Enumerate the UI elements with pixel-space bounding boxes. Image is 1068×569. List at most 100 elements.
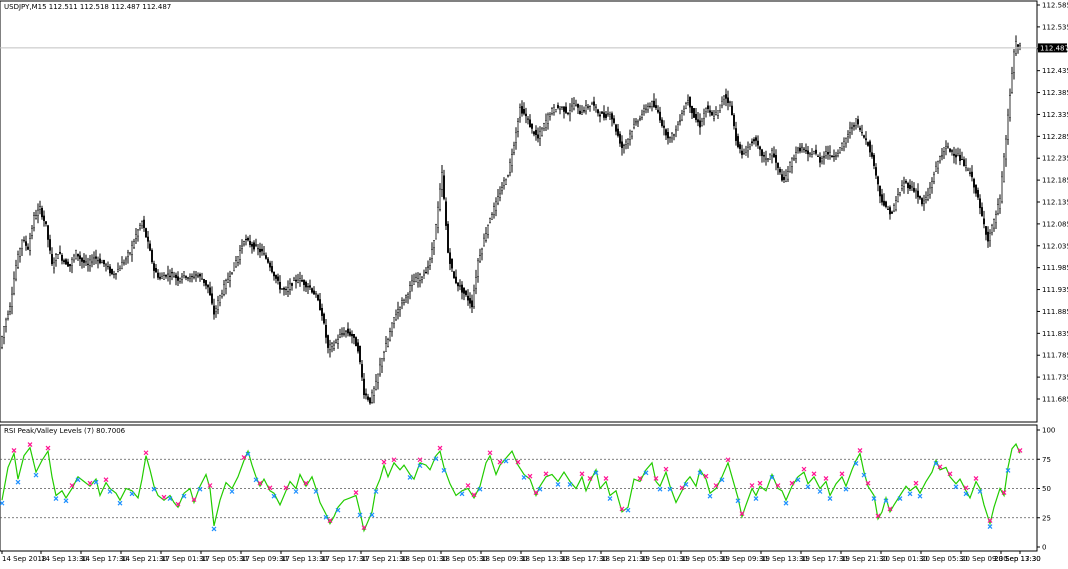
candle-body: [521, 106, 524, 114]
candle-body: [619, 133, 622, 144]
rsi-peak-marker: [191, 497, 197, 502]
candle-body: [389, 331, 392, 341]
candle-body: [341, 333, 344, 335]
rsi-peak-marker: [739, 511, 745, 517]
candle-body: [202, 278, 205, 283]
candle-body: [399, 306, 402, 310]
candle-body: [983, 218, 986, 225]
candle-body: [447, 223, 450, 253]
candle-body: [597, 109, 600, 114]
rsi-valley-marker: [555, 482, 561, 487]
candle-body: [459, 285, 462, 287]
candle-body: [355, 337, 358, 347]
indicator-info: RSI Peak/Valley Levels (7) 80.7006: [4, 427, 126, 435]
candle-body: [945, 146, 948, 149]
rsi-peak-marker: [381, 459, 387, 465]
candle-body: [96, 260, 99, 262]
candle-body: [313, 290, 316, 295]
candle-body: [64, 259, 67, 265]
candle-body: [236, 256, 239, 263]
rsi-peak-marker: [913, 480, 919, 486]
candle-body: [479, 255, 482, 262]
candle-body: [667, 132, 670, 139]
candle-body: [601, 111, 604, 114]
candle-body: [238, 250, 241, 260]
candle-body: [275, 274, 278, 279]
candle-body: [723, 95, 726, 100]
candle-body: [277, 276, 280, 281]
candle-body: [423, 274, 426, 279]
candle-body: [873, 154, 876, 166]
time-tick-label: 17 Sep 13:30: [281, 555, 328, 563]
candle-body: [455, 276, 458, 284]
candle-body: [53, 262, 56, 269]
rsi-valley-marker: [735, 498, 741, 504]
candle-body: [727, 97, 730, 103]
candle-body: [969, 172, 972, 174]
candle-body: [160, 276, 163, 279]
price-tick-label: 112.585: [1042, 2, 1068, 10]
candle-body: [967, 168, 970, 171]
price-tick-label: 112.435: [1042, 67, 1068, 75]
rsi-valley-marker: [667, 486, 673, 492]
rsi-peak-marker: [963, 485, 969, 491]
candle-body: [867, 142, 870, 146]
time-tick-label: 18 Sep 13:30: [521, 555, 568, 563]
candle-body: [232, 262, 235, 272]
candle-body: [297, 279, 300, 283]
candle-body: [767, 158, 770, 160]
candle-body: [259, 248, 262, 253]
candle-body: [429, 259, 432, 266]
candle-body: [987, 231, 990, 242]
candle-body: [132, 241, 135, 248]
candle-body: [705, 108, 708, 112]
candle-body: [647, 106, 650, 111]
candle-body: [677, 123, 680, 131]
candle-body: [37, 209, 40, 216]
candle-body: [739, 144, 742, 149]
rsi-peak-marker: [725, 457, 731, 463]
candle-body: [252, 242, 255, 250]
time-tick-label: 14 Sep 13:30: [41, 555, 88, 563]
candle-body: [94, 256, 97, 259]
candle-body: [377, 373, 380, 383]
time-tick-label: 14 Sep 2018: [2, 555, 46, 563]
candle-body: [357, 342, 360, 352]
candle-body: [573, 103, 576, 110]
candle-body: [605, 114, 608, 118]
candle-body: [779, 168, 782, 173]
candle-body: [178, 278, 181, 282]
candle-body: [633, 124, 636, 128]
rsi-valley-marker: [53, 496, 59, 501]
candle-body: [240, 245, 243, 249]
candle-body: [379, 364, 382, 375]
candle-body: [461, 284, 464, 293]
candle-body: [843, 141, 846, 147]
candle-body: [1001, 176, 1004, 203]
candle-body: [855, 118, 858, 126]
candle-body: [803, 148, 806, 150]
candle-body: [539, 131, 542, 139]
candle-body: [793, 157, 796, 160]
time-tick-label: 19 Sep 05:30: [681, 555, 728, 563]
candle-body: [883, 200, 886, 206]
candle-body: [427, 265, 430, 268]
candle-body: [23, 239, 26, 241]
rsi-peak-marker: [713, 483, 719, 488]
candle-body: [293, 278, 296, 281]
candle-body: [947, 146, 950, 148]
candle-body: [655, 105, 658, 109]
candle-body: [761, 149, 764, 156]
candle-body: [66, 261, 69, 267]
candle-body: [439, 188, 442, 210]
candle-body: [445, 201, 448, 226]
candle-body: [162, 275, 165, 280]
candle-body: [651, 101, 654, 108]
candle-body: [893, 205, 896, 212]
candle-body: [156, 272, 159, 278]
candle-body: [43, 215, 46, 221]
candle-body: [118, 268, 121, 271]
rsi-peak-marker: [327, 518, 333, 524]
candle-body: [449, 252, 452, 264]
candle-body: [10, 293, 13, 307]
